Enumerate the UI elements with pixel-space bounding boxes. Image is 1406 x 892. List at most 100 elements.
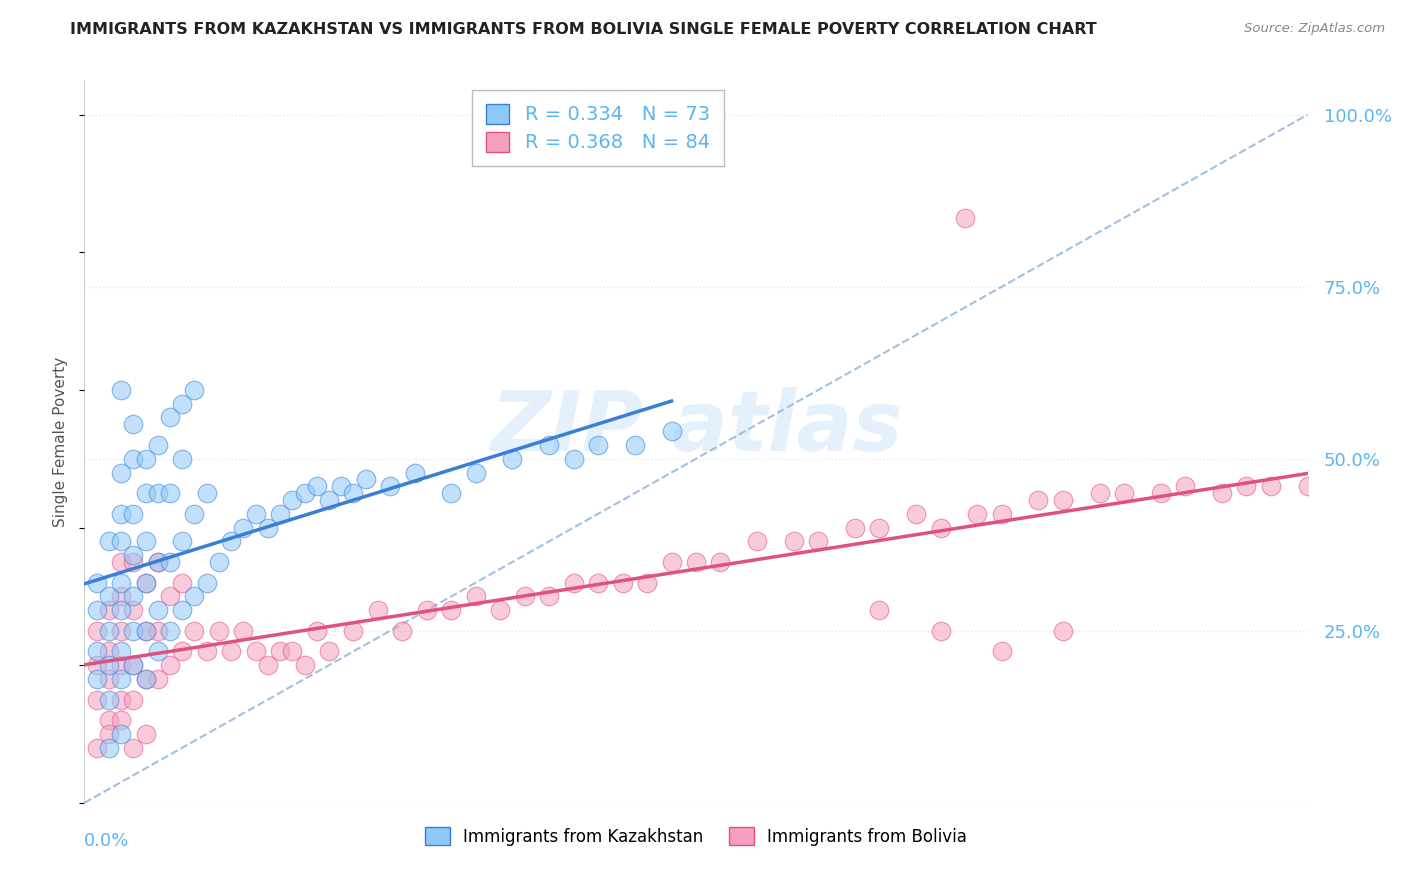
Point <box>562 575 585 590</box>
Point <box>257 658 280 673</box>
Point <box>122 603 145 617</box>
Point <box>612 575 634 590</box>
Point <box>208 555 231 569</box>
Point <box>183 590 205 604</box>
Point <box>135 624 157 638</box>
Point <box>195 486 218 500</box>
Point <box>380 479 402 493</box>
Point <box>159 624 181 638</box>
Point <box>1211 486 1233 500</box>
Point <box>135 672 157 686</box>
Point <box>110 590 132 604</box>
Point <box>342 624 364 638</box>
Point <box>269 507 291 521</box>
Point <box>110 658 132 673</box>
Point <box>110 692 132 706</box>
Point <box>404 466 426 480</box>
Point <box>135 575 157 590</box>
Point <box>110 713 132 727</box>
Point <box>97 534 120 549</box>
Point <box>1088 486 1111 500</box>
Point <box>464 590 486 604</box>
Y-axis label: Single Female Poverty: Single Female Poverty <box>53 357 69 526</box>
Point <box>97 644 120 658</box>
Point <box>1260 479 1282 493</box>
Point <box>586 438 609 452</box>
Point <box>146 624 169 638</box>
Point <box>86 740 108 755</box>
Point <box>219 534 242 549</box>
Point <box>953 211 976 225</box>
Point <box>1052 624 1074 638</box>
Point <box>110 555 132 569</box>
Point <box>86 624 108 638</box>
Point <box>1028 493 1050 508</box>
Point <box>97 727 120 741</box>
Point <box>110 672 132 686</box>
Point <box>1236 479 1258 493</box>
Point <box>661 555 683 569</box>
Point <box>159 486 181 500</box>
Point <box>513 590 536 604</box>
Point <box>110 603 132 617</box>
Point <box>159 658 181 673</box>
Point <box>172 644 194 658</box>
Point <box>122 548 145 562</box>
Point <box>172 397 194 411</box>
Point <box>183 507 205 521</box>
Point <box>97 590 120 604</box>
Point <box>538 590 561 604</box>
Point <box>416 603 439 617</box>
Point <box>342 486 364 500</box>
Point <box>122 740 145 755</box>
Point <box>146 555 169 569</box>
Point <box>232 520 254 534</box>
Point <box>281 644 304 658</box>
Point <box>1052 493 1074 508</box>
Point <box>122 658 145 673</box>
Point <box>685 555 707 569</box>
Point <box>661 424 683 438</box>
Point <box>929 520 952 534</box>
Point <box>122 590 145 604</box>
Point <box>135 575 157 590</box>
Point <box>330 479 353 493</box>
Legend: Immigrants from Kazakhstan, Immigrants from Bolivia: Immigrants from Kazakhstan, Immigrants f… <box>419 821 973 852</box>
Point <box>110 507 132 521</box>
Point <box>489 603 512 617</box>
Point <box>905 507 928 521</box>
Point <box>562 451 585 466</box>
Point <box>135 727 157 741</box>
Point <box>1296 479 1319 493</box>
Point <box>502 451 524 466</box>
Text: IMMIGRANTS FROM KAZAKHSTAN VS IMMIGRANTS FROM BOLIVIA SINGLE FEMALE POVERTY CORR: IMMIGRANTS FROM KAZAKHSTAN VS IMMIGRANTS… <box>70 22 1097 37</box>
Point <box>354 472 377 486</box>
Point <box>844 520 866 534</box>
Point <box>1174 479 1197 493</box>
Point <box>464 466 486 480</box>
Point <box>86 658 108 673</box>
Point <box>440 486 463 500</box>
Point <box>97 740 120 755</box>
Point <box>159 590 181 604</box>
Point <box>172 534 194 549</box>
Point <box>122 507 145 521</box>
Point <box>146 486 169 500</box>
Point <box>122 624 145 638</box>
Point <box>195 575 218 590</box>
Point <box>172 451 194 466</box>
Point <box>97 672 120 686</box>
Text: ZIP atlas: ZIP atlas <box>489 386 903 467</box>
Point <box>97 658 120 673</box>
Point <box>208 624 231 638</box>
Point <box>135 486 157 500</box>
Point <box>636 575 658 590</box>
Text: 0.0%: 0.0% <box>84 831 129 850</box>
Point <box>146 438 169 452</box>
Point <box>86 603 108 617</box>
Point <box>783 534 806 549</box>
Point <box>391 624 413 638</box>
Text: Source: ZipAtlas.com: Source: ZipAtlas.com <box>1244 22 1385 36</box>
Point <box>219 644 242 658</box>
Point <box>135 672 157 686</box>
